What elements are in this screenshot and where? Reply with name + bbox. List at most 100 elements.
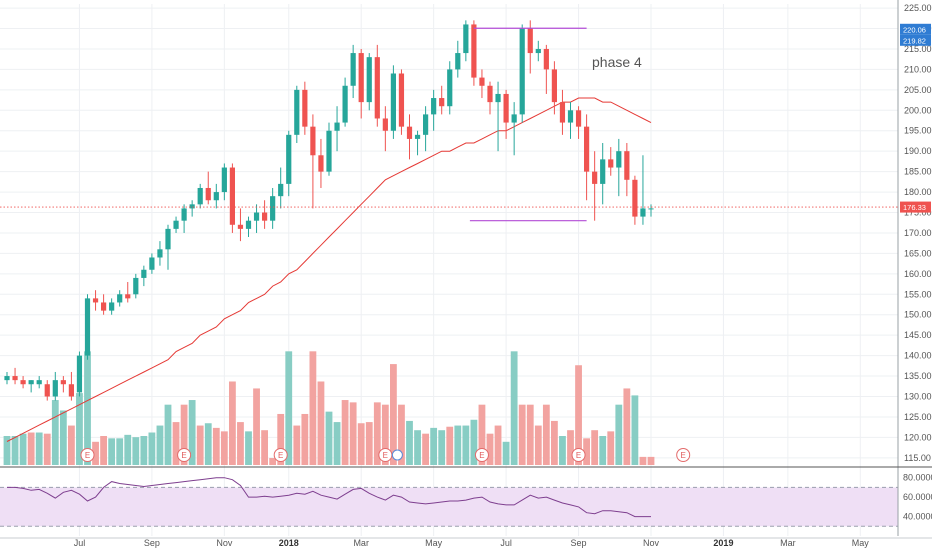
candle-body: [92, 298, 99, 303]
price-tick-label: 115.00: [904, 453, 931, 463]
candle-body: [511, 114, 517, 123]
volume-bar: [462, 425, 470, 465]
candle-body: [149, 257, 155, 270]
candle-body: [390, 73, 396, 131]
candlesticks: [4, 20, 654, 401]
volume-bar: [51, 400, 59, 465]
candle-body: [423, 114, 429, 135]
candle-body: [431, 98, 437, 115]
candle-body: [101, 302, 107, 311]
earnings-marker-label: E: [576, 451, 581, 460]
volume-bar: [27, 432, 35, 465]
candle-body: [253, 212, 260, 221]
candle-body: [109, 302, 115, 311]
earnings-marker: [571, 448, 586, 462]
volume-bar: [341, 400, 349, 465]
volume-bar: [285, 351, 293, 465]
high2-price-badge: 219.82: [903, 36, 926, 45]
candle-body: [632, 179, 638, 217]
price-tick-label: 210.00: [904, 64, 932, 74]
volume-bar: [575, 365, 582, 465]
volume-bar: [35, 432, 43, 465]
time-tick-label: May: [425, 538, 443, 548]
volume-bar: [277, 413, 285, 465]
price-tick-label: 160.00: [904, 269, 932, 279]
volume-bar: [3, 436, 11, 465]
candle-body: [197, 187, 203, 205]
volume-bar: [92, 441, 99, 465]
candle-body: [487, 85, 493, 103]
price-tick-label: 155.00: [904, 289, 932, 299]
volume-bar: [454, 425, 462, 465]
rsi-tick-label: 80.0000: [903, 473, 932, 483]
volume-bar: [559, 436, 566, 465]
candle-body: [262, 212, 268, 221]
earnings-marker-label: E: [681, 451, 686, 460]
candle-body: [447, 69, 453, 107]
volume-bar: [591, 430, 599, 465]
candle-body: [624, 151, 630, 180]
volume-bar: [301, 413, 309, 465]
candle-body: [592, 171, 598, 184]
candle-body: [189, 204, 195, 209]
candle-body: [543, 48, 549, 70]
volume-bar: [647, 456, 655, 465]
rsi-tick-label: 60.0000: [903, 492, 932, 502]
volume-bar: [422, 433, 429, 465]
time-tick-label: Sep: [144, 538, 160, 548]
volume-bar: [220, 431, 228, 465]
rsi-band: [0, 486, 898, 527]
volume-bar: [164, 404, 172, 465]
volume-bar: [430, 427, 438, 465]
candle-body: [600, 159, 606, 184]
candle-body: [28, 380, 34, 385]
volume-bar: [478, 404, 486, 465]
volume-bar: [494, 425, 502, 465]
time-tick-label: Mar: [353, 538, 369, 548]
volume-bar: [253, 388, 260, 465]
candle-body: [302, 89, 308, 127]
volume-bar: [406, 420, 413, 465]
candle-body: [76, 355, 83, 393]
earnings-marker: [378, 448, 393, 462]
candle-body: [173, 220, 179, 229]
candle-body: [527, 28, 533, 54]
price-tick-label: 130.00: [904, 391, 932, 401]
volume-bar: [567, 430, 574, 465]
volume-bar: [188, 400, 196, 465]
candle-body: [382, 118, 388, 131]
volume-bar: [542, 404, 550, 465]
volume-bar: [309, 351, 317, 465]
volume-bar: [229, 381, 236, 465]
volume-bar: [124, 434, 132, 465]
price-tick-label: 120.00: [904, 432, 932, 442]
volume-bar: [212, 427, 220, 465]
volume-bar: [108, 438, 116, 465]
volume-bar: [607, 431, 615, 465]
volume-bar: [631, 395, 639, 465]
price-tick-label: 205.00: [904, 85, 932, 95]
price-tick-label: 165.00: [904, 248, 932, 258]
candle-body: [318, 155, 324, 172]
candle-body: [125, 294, 131, 299]
volume-bar: [534, 425, 542, 465]
volume-bar: [446, 426, 454, 465]
volume-bar: [333, 422, 341, 465]
volume-bar: [59, 410, 67, 465]
high-price-badge-bg: [900, 23, 931, 35]
earnings-marker: [177, 448, 192, 462]
last-price-badge-bg: [900, 201, 931, 213]
candle-body: [567, 110, 574, 123]
candle-body: [60, 380, 66, 385]
candle-body: [84, 298, 91, 356]
volume-bar: [325, 411, 333, 465]
volume-bar: [19, 433, 27, 465]
candle-body: [648, 208, 654, 210]
earnings-marker: [474, 448, 489, 462]
moving-average-line: [6, 97, 652, 442]
candle-body: [229, 167, 235, 225]
volume-bar: [132, 437, 140, 465]
